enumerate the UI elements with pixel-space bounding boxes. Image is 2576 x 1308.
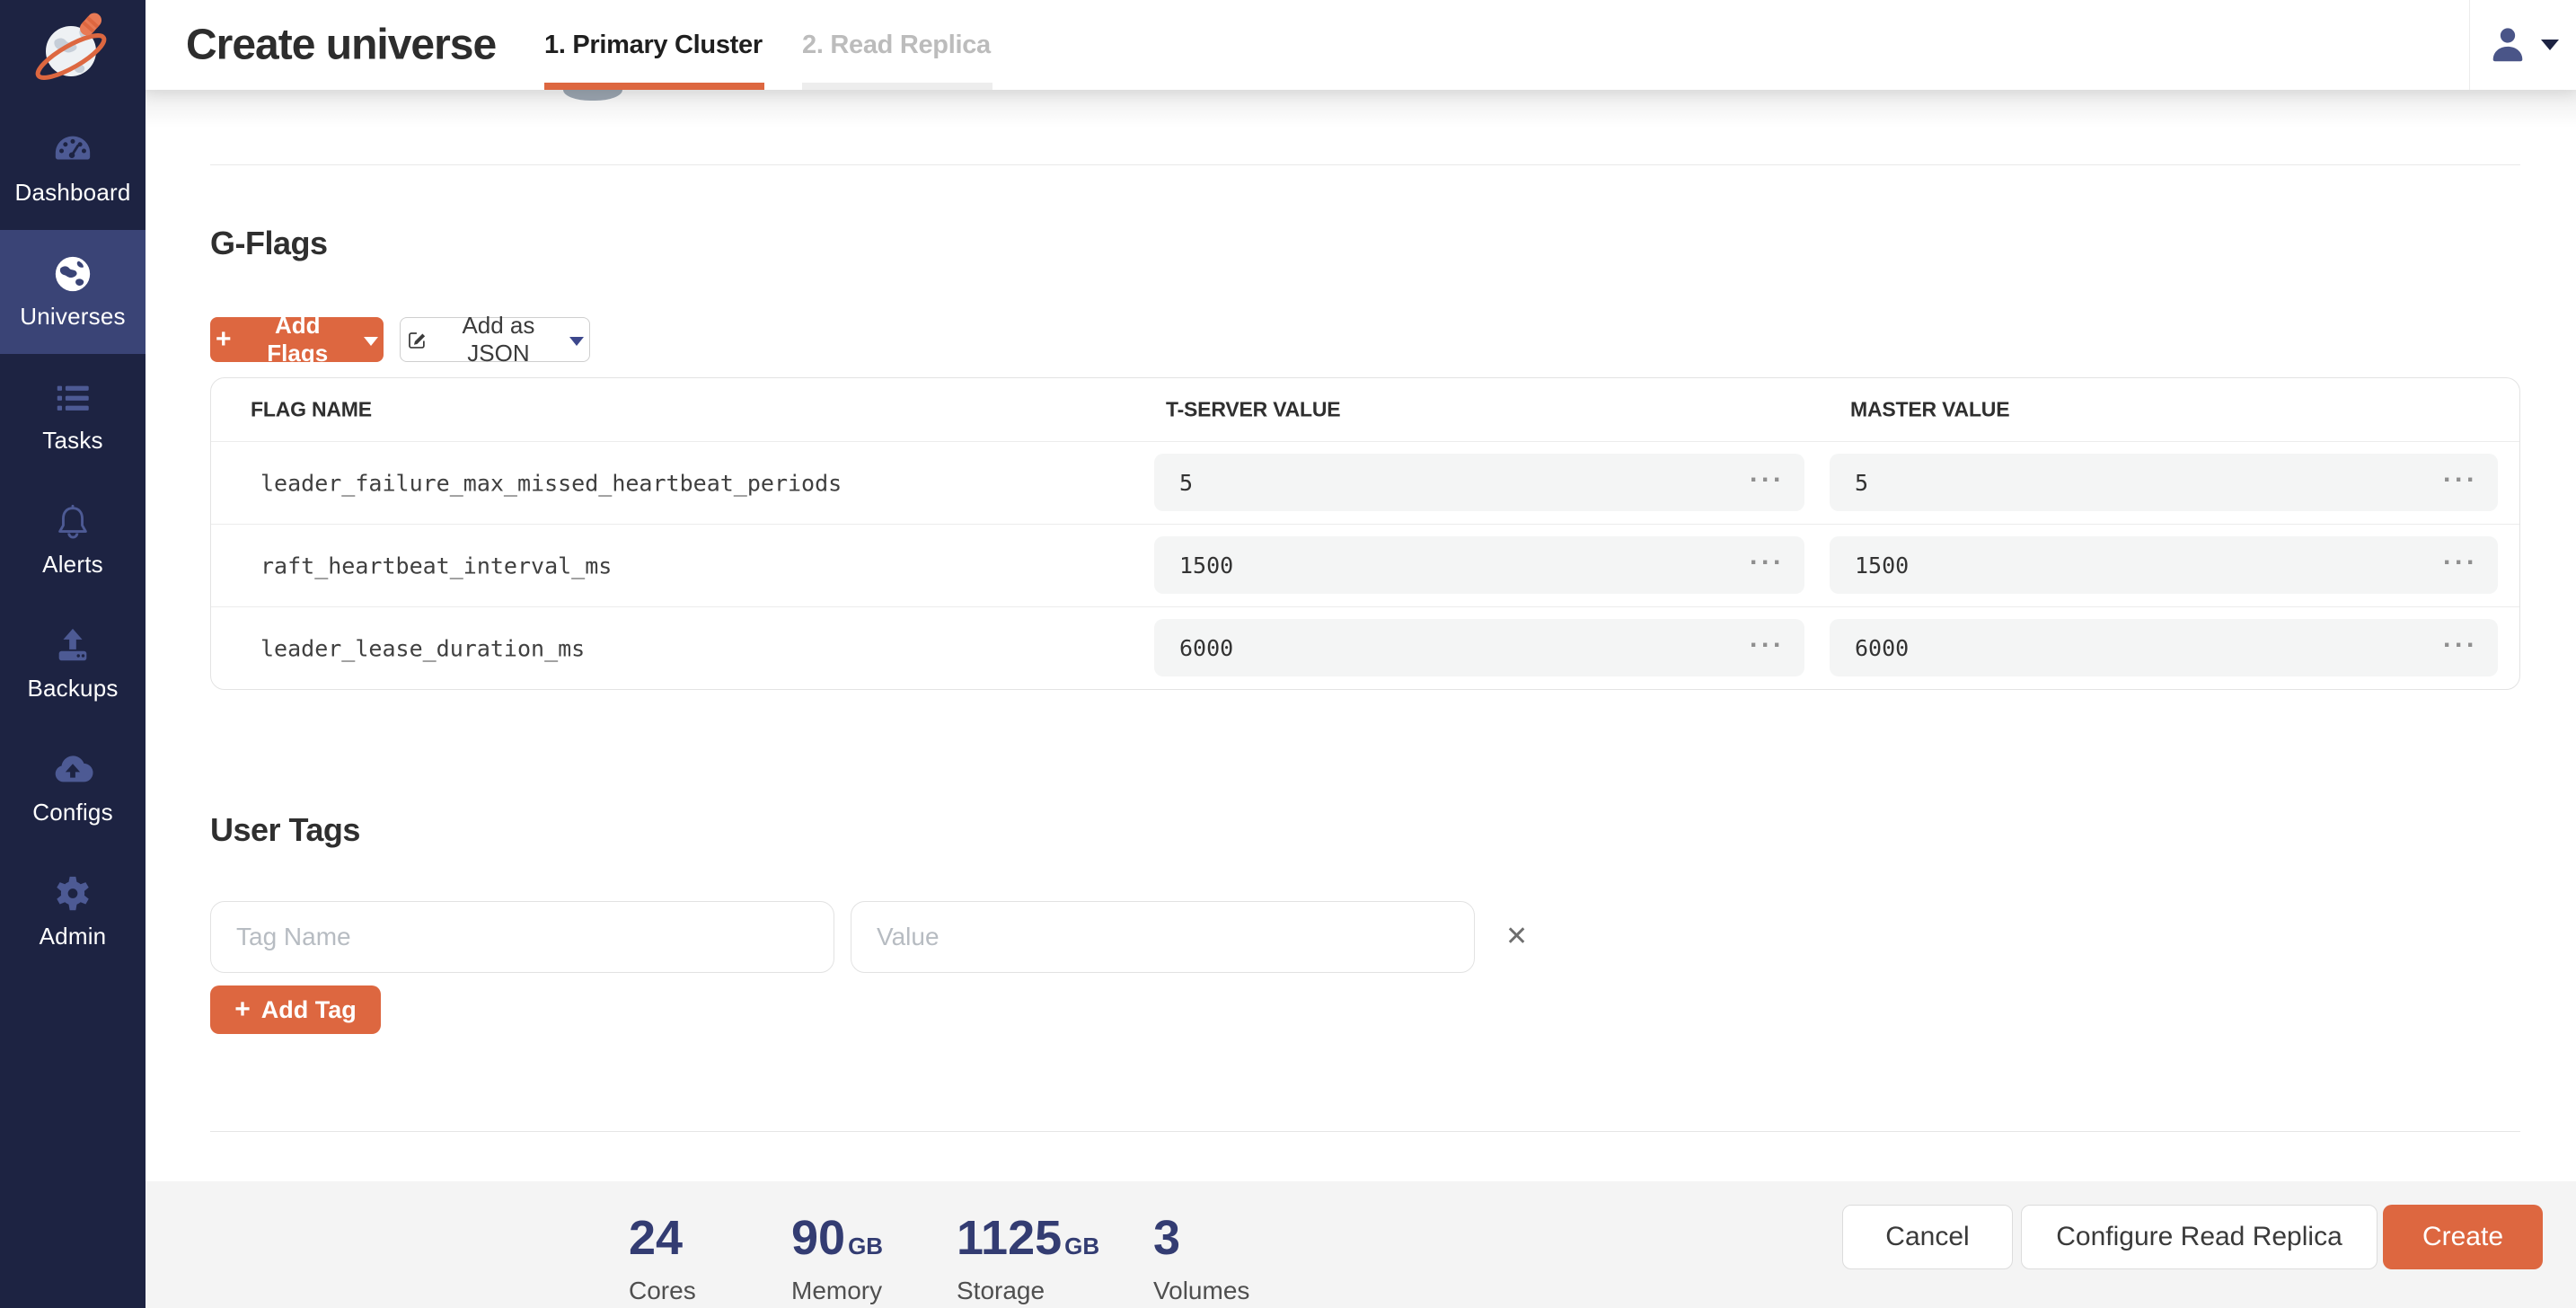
- tab-primary-cluster[interactable]: 1. Primary Cluster: [544, 30, 763, 59]
- stat-label: Cores: [629, 1277, 696, 1304]
- master-value-cell[interactable]: 1500 ···: [1830, 536, 2498, 594]
- tserver-value-cell[interactable]: 5 ···: [1154, 454, 1804, 511]
- table-row: leader_failure_max_missed_heartbeat_peri…: [211, 441, 2519, 524]
- sidebar-item-tasks[interactable]: Tasks: [0, 354, 146, 478]
- bell-icon: [58, 504, 87, 539]
- flag-value: 6000: [1179, 634, 1234, 661]
- tab-read-replica[interactable]: 2. Read Replica: [802, 30, 991, 59]
- flag-name: raft_heartbeat_interval_ms: [260, 552, 613, 579]
- stat-cores: 24 Cores: [629, 1214, 696, 1305]
- page-header: Create universe 1. Primary Cluster 2. Re…: [146, 0, 2576, 90]
- sidebar-item-label: Universes: [20, 303, 126, 330]
- dashboard-gauge-icon: [55, 136, 91, 160]
- chevron-down-icon: [569, 336, 584, 346]
- sidebar-item-admin[interactable]: Admin: [0, 850, 146, 974]
- stat-volumes: 3 Volumes: [1153, 1214, 1249, 1305]
- add-tag-button[interactable]: + Add Tag: [210, 985, 381, 1034]
- stat-label: Memory: [791, 1277, 883, 1304]
- sidebar: Dashboard Universes Tasks Alerts: [0, 0, 146, 1308]
- flag-value: 5: [1855, 469, 1869, 496]
- flag-value: 6000: [1855, 634, 1910, 661]
- stat-memory: 90 GB Memory: [791, 1214, 883, 1305]
- globe-rocket-logo-icon: [35, 13, 107, 80]
- stat-storage: 1125 GB Storage: [957, 1214, 1099, 1305]
- chevron-down-icon: [364, 336, 378, 346]
- column-header-flag-name: FLAG NAME: [251, 397, 372, 421]
- tag-value-input[interactable]: [851, 901, 1475, 973]
- app-logo[interactable]: [0, 0, 146, 106]
- sidebar-item-label: Admin: [39, 923, 107, 950]
- backup-upload-icon: [58, 628, 87, 661]
- more-options-icon[interactable]: ···: [2443, 464, 2478, 495]
- sidebar-item-dashboard[interactable]: Dashboard: [0, 106, 146, 230]
- add-flags-button[interactable]: + Add Flags: [210, 312, 384, 367]
- section-divider: [210, 164, 2520, 165]
- flag-name: leader_lease_duration_ms: [260, 635, 586, 661]
- cloud-upload-icon: [55, 756, 93, 782]
- chevron-down-icon: [2541, 40, 2559, 50]
- edit-pencil-icon: [409, 332, 426, 349]
- flag-value: 1500: [1179, 552, 1234, 579]
- sidebar-item-label: Tasks: [42, 427, 103, 454]
- active-tab-indicator: [544, 83, 764, 90]
- gflags-table: FLAG NAME T-SERVER VALUE MASTER VALUE le…: [210, 377, 2520, 690]
- table-row: raft_heartbeat_interval_ms 1500 ··· 1500…: [211, 524, 2519, 606]
- gflags-heading: G-Flags: [210, 225, 328, 261]
- sidebar-item-label: Alerts: [42, 551, 103, 578]
- more-options-icon[interactable]: ···: [1750, 547, 1785, 578]
- globe-icon: [55, 256, 91, 292]
- tserver-value-cell[interactable]: 1500 ···: [1154, 536, 1804, 594]
- column-header-tserver-value: T-SERVER VALUE: [1166, 397, 1341, 421]
- footer-bar: 24 Cores 90 GB Memory 1125 GB Storage 3 …: [146, 1181, 2576, 1308]
- more-options-icon[interactable]: ···: [1750, 630, 1785, 660]
- tserver-value-cell[interactable]: 6000 ···: [1154, 619, 1804, 676]
- stat-label: Storage: [957, 1277, 1045, 1304]
- task-list-icon: [57, 385, 89, 411]
- gflags-toolbar: + Add Flags Add as JSON: [210, 312, 590, 367]
- remove-tag-icon[interactable]: ✕: [1505, 922, 1529, 951]
- configure-read-replica-button[interactable]: Configure Read Replica: [2021, 1205, 2378, 1269]
- sidebar-item-universes[interactable]: Universes: [0, 230, 146, 354]
- stat-label: Volumes: [1153, 1277, 1250, 1304]
- master-value-cell[interactable]: 6000 ···: [1830, 619, 2498, 676]
- more-options-icon[interactable]: ···: [2443, 630, 2478, 660]
- gear-icon: [57, 876, 89, 911]
- inactive-tab-indicator: [802, 83, 992, 90]
- sidebar-item-alerts[interactable]: Alerts: [0, 478, 146, 602]
- stat-unit: GB: [848, 1233, 884, 1259]
- sidebar-item-backups[interactable]: Backups: [0, 602, 146, 726]
- more-options-icon[interactable]: ···: [1750, 464, 1785, 495]
- cancel-button[interactable]: Cancel: [1842, 1205, 2013, 1269]
- user-tag-row: ✕: [210, 901, 1528, 973]
- header-shadow: [146, 90, 2576, 128]
- flag-value: 5: [1179, 469, 1194, 496]
- stat-value: 1125: [957, 1211, 1063, 1265]
- sidebar-item-configs[interactable]: Configs: [0, 726, 146, 850]
- sidebar-item-label: Configs: [32, 799, 113, 826]
- column-header-master-value: MASTER VALUE: [1850, 397, 2010, 421]
- scrolled-element-peek: [563, 90, 622, 101]
- user-tags-heading: User Tags: [210, 811, 360, 848]
- sidebar-item-label: Dashboard: [14, 179, 131, 206]
- table-row: leader_lease_duration_ms 6000 ··· 6000 ·…: [211, 606, 2519, 689]
- sidebar-item-label: Backups: [27, 675, 119, 702]
- user-menu[interactable]: [2469, 0, 2576, 90]
- stat-value: 3: [1153, 1211, 1181, 1265]
- create-button[interactable]: Create: [2383, 1205, 2543, 1269]
- add-as-json-button[interactable]: Add as JSON: [400, 312, 590, 367]
- plus-icon: +: [234, 994, 251, 1024]
- gflags-table-header: FLAG NAME T-SERVER VALUE MASTER VALUE: [211, 378, 2519, 441]
- user-avatar-icon: [2492, 28, 2523, 62]
- section-divider: [210, 1131, 2520, 1132]
- flag-value: 1500: [1855, 552, 1910, 579]
- master-value-cell[interactable]: 5 ···: [1830, 454, 2498, 511]
- stat-value: 24: [629, 1211, 684, 1265]
- stat-value: 90: [791, 1211, 846, 1265]
- page-title: Create universe: [186, 21, 497, 69]
- more-options-icon[interactable]: ···: [2443, 547, 2478, 578]
- stat-unit: GB: [1064, 1233, 1100, 1259]
- tag-name-input[interactable]: [210, 901, 834, 973]
- flag-name: leader_failure_max_missed_heartbeat_peri…: [260, 470, 842, 496]
- plus-icon: +: [216, 324, 232, 354]
